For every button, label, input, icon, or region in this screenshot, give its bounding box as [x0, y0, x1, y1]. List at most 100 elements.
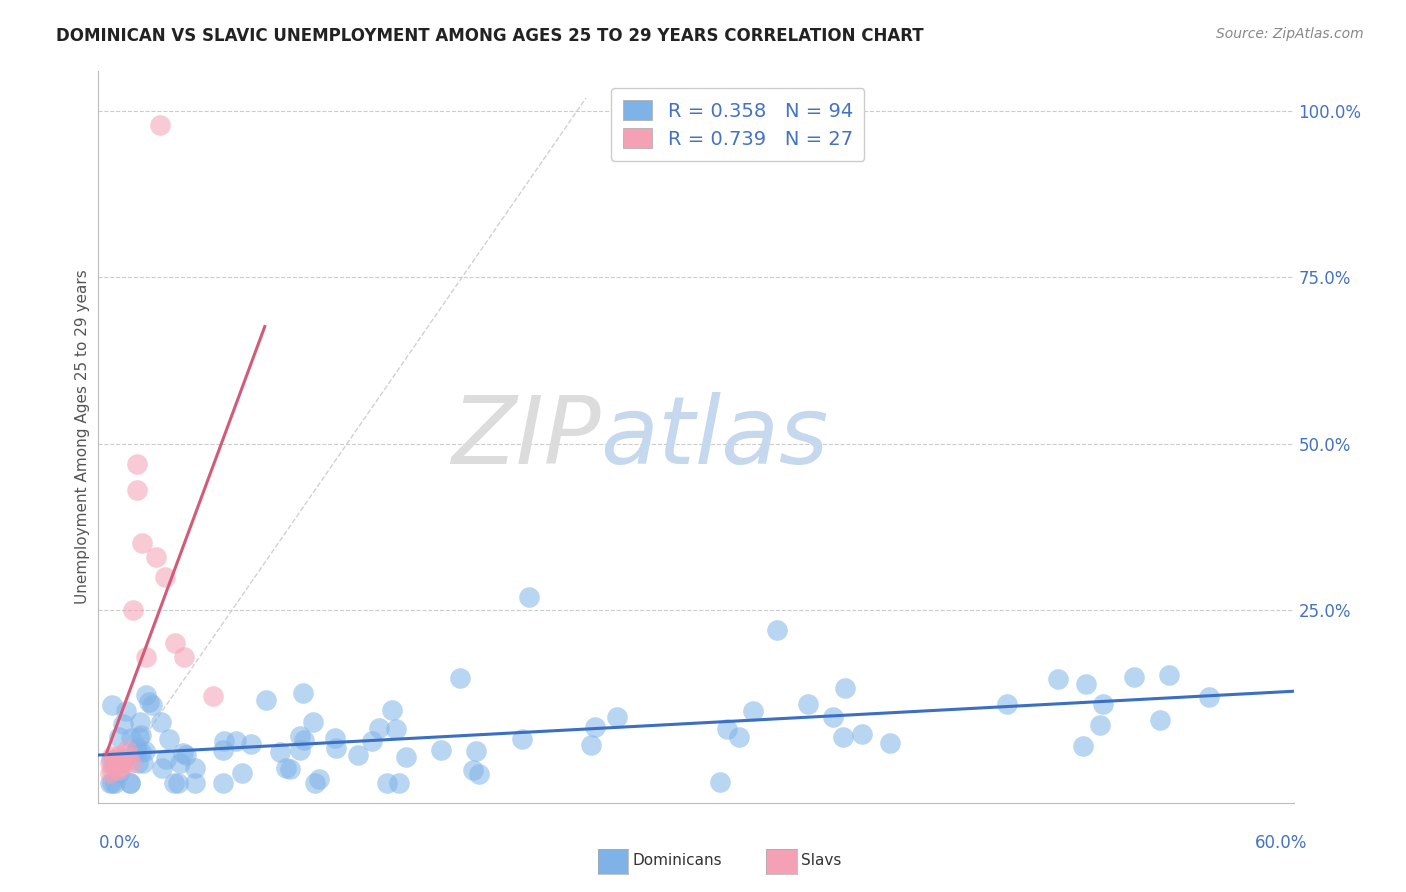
Point [138, 695, 160, 709]
Point [823, 710, 845, 724]
Y-axis label: Unemployment Among Ages 25 to 29 years: Unemployment Among Ages 25 to 29 years [75, 269, 90, 605]
Point [118, 749, 141, 764]
Point [100, 776, 122, 790]
Point [212, 776, 235, 790]
Point [583, 720, 606, 734]
Point [1149, 713, 1171, 727]
Point [360, 734, 382, 748]
Point [108, 756, 131, 770]
Point [325, 740, 347, 755]
Point [155, 752, 177, 766]
Point [163, 776, 186, 790]
Point [323, 731, 346, 745]
Point [131, 536, 153, 550]
Point [291, 686, 314, 700]
Point [135, 688, 157, 702]
Legend: R = 0.358   N = 94, R = 0.739   N = 27: R = 0.358 N = 94, R = 0.739 N = 27 [612, 88, 865, 161]
Text: Source: ZipAtlas.com: Source: ZipAtlas.com [1216, 27, 1364, 41]
Point [129, 745, 152, 759]
Point [517, 590, 540, 604]
Point [834, 681, 856, 695]
Point [274, 761, 297, 775]
Point [240, 737, 263, 751]
Point [254, 693, 277, 707]
Text: atlas: atlas [600, 392, 828, 483]
Point [851, 726, 873, 740]
Point [202, 690, 225, 704]
Point [381, 703, 404, 717]
Point [103, 759, 125, 773]
Point [110, 759, 132, 773]
Point [1074, 677, 1097, 691]
Point [742, 704, 765, 718]
Point [129, 728, 152, 742]
Point [173, 649, 195, 664]
Point [98, 765, 121, 780]
Point [225, 733, 247, 747]
Point [461, 763, 484, 777]
Point [112, 753, 135, 767]
Text: 60.0%: 60.0% [1256, 834, 1308, 852]
Point [167, 776, 190, 790]
Point [174, 747, 197, 762]
Point [112, 752, 135, 766]
Point [280, 762, 302, 776]
Point [163, 636, 186, 650]
Point [1088, 718, 1111, 732]
Point [108, 766, 131, 780]
Point [468, 766, 491, 780]
Point [388, 776, 411, 790]
Point [385, 722, 408, 736]
Point [184, 761, 207, 775]
Point [104, 756, 127, 770]
Point [112, 755, 135, 769]
Point [141, 698, 163, 713]
Point [100, 698, 122, 713]
Point [292, 732, 315, 747]
Point [101, 763, 124, 777]
Point [510, 732, 533, 747]
Point [304, 776, 326, 790]
Point [110, 749, 132, 764]
Point [301, 715, 323, 730]
Point [465, 744, 488, 758]
Point [107, 763, 129, 777]
Point [98, 756, 121, 770]
Point [1157, 667, 1180, 681]
Point [118, 776, 141, 790]
Point [155, 570, 177, 584]
Point [709, 775, 731, 789]
Point [169, 756, 191, 771]
Point [184, 776, 207, 790]
Text: DOMINICAN VS SLAVIC UNEMPLOYMENT AMONG AGES 25 TO 29 YEARS CORRELATION CHART: DOMINICAN VS SLAVIC UNEMPLOYMENT AMONG A… [56, 27, 924, 45]
Text: 0.0%: 0.0% [98, 834, 141, 852]
Point [1198, 690, 1220, 705]
Point [308, 772, 330, 786]
Point [716, 722, 738, 736]
Point [159, 732, 181, 747]
Point [145, 549, 167, 564]
Point [375, 776, 398, 790]
Point [368, 721, 391, 735]
Point [149, 714, 172, 729]
Point [101, 749, 124, 764]
Point [98, 776, 121, 790]
Point [127, 756, 149, 771]
Point [1071, 739, 1094, 753]
Point [288, 729, 311, 743]
Text: Dominicans: Dominicans [633, 854, 723, 868]
Point [115, 742, 138, 756]
Point [1046, 672, 1069, 686]
Point [110, 756, 132, 771]
Point [172, 746, 194, 760]
Point [231, 766, 253, 780]
Point [132, 756, 155, 770]
Point [1091, 697, 1114, 711]
Point [128, 730, 150, 744]
Point [430, 743, 453, 757]
Point [134, 744, 156, 758]
Text: ZIP: ZIP [451, 392, 600, 483]
Point [797, 698, 820, 712]
Point [831, 730, 853, 744]
Point [125, 741, 148, 756]
